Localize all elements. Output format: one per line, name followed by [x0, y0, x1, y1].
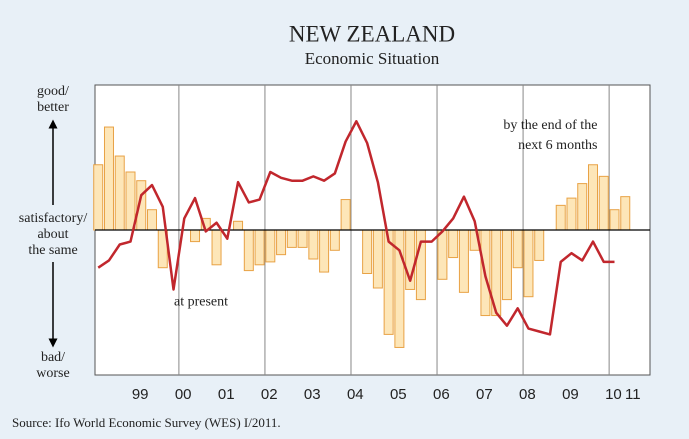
bar	[114, 155, 125, 231]
bar	[523, 229, 534, 298]
bar	[620, 196, 631, 231]
bar	[534, 229, 545, 261]
bar	[501, 229, 512, 301]
bar	[297, 229, 308, 248]
bar	[458, 229, 469, 293]
bar	[448, 229, 459, 259]
bar	[103, 126, 114, 231]
chart-title: NEW ZEALAND	[289, 21, 455, 46]
chart-subtitle: Economic Situation	[305, 49, 440, 68]
y-label: bad/	[41, 350, 65, 365]
bar	[243, 229, 254, 272]
bar	[211, 229, 222, 266]
bar	[566, 197, 577, 231]
line	[97, 120, 615, 336]
bar	[437, 229, 448, 280]
bar	[598, 175, 609, 231]
y-label: worse	[36, 366, 69, 381]
bar	[319, 229, 330, 273]
bar	[233, 220, 244, 231]
y-label: better	[37, 100, 69, 115]
bar	[512, 229, 523, 269]
bar	[308, 229, 319, 260]
x-tick-label: 01	[218, 386, 235, 403]
y-label: satisfactory/	[19, 211, 88, 226]
y-label: good/	[37, 84, 69, 99]
x-tick-label: 09	[562, 386, 579, 403]
bar	[587, 164, 598, 231]
bar	[276, 229, 287, 256]
source: Source: Ifo World Economic Survey (WES) …	[12, 415, 281, 430]
bar	[93, 164, 104, 231]
bar	[372, 229, 383, 289]
x-tick-label: 99	[132, 386, 149, 403]
x-tick-label: 05	[390, 386, 407, 403]
bar	[254, 229, 265, 266]
bar	[265, 229, 276, 263]
bar	[329, 229, 340, 251]
x-tick-label: 03	[304, 386, 321, 403]
annotation: at present	[174, 295, 228, 310]
x-tick-label: 00	[175, 386, 192, 403]
x-tick-label: 10	[605, 386, 622, 403]
x-tick-label: 04	[347, 386, 364, 403]
bar	[609, 209, 620, 231]
annotation: next 6 months	[518, 138, 597, 153]
bar	[577, 183, 588, 231]
bar	[555, 204, 566, 231]
x-tick-label: 02	[261, 386, 278, 403]
bar	[190, 229, 201, 243]
x-tick-label: 07	[476, 386, 493, 403]
x-tick-label: 08	[519, 386, 536, 403]
bar	[362, 229, 373, 274]
bar	[340, 199, 351, 231]
bar	[147, 209, 158, 231]
y-label: the same	[28, 243, 77, 258]
x-tick-label: 11	[625, 386, 641, 403]
x-tick-label: 06	[433, 386, 450, 403]
bar	[125, 171, 136, 231]
bar	[286, 229, 297, 248]
annotation: by the end of the	[503, 118, 597, 133]
y-label: about	[37, 227, 68, 242]
